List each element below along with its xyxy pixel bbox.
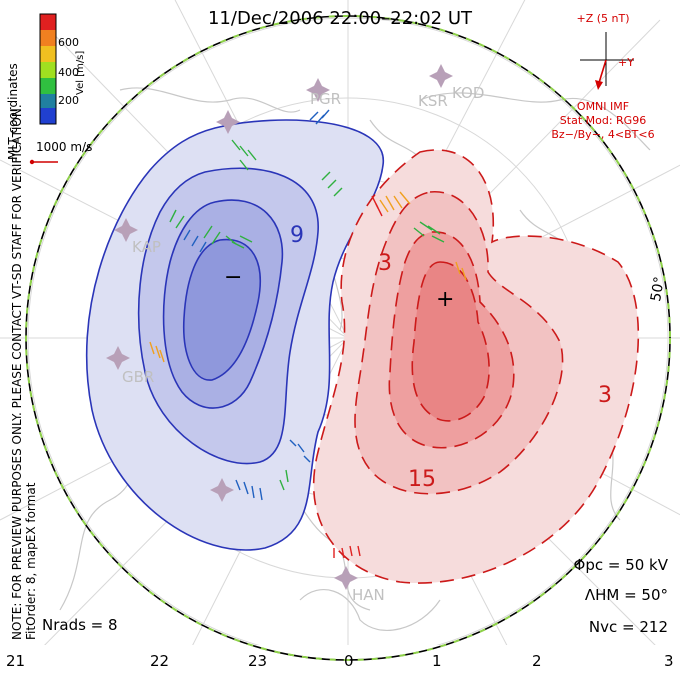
colorbar-band-2 bbox=[40, 30, 56, 46]
colorbar-band-6 bbox=[40, 94, 56, 108]
hm-boundary-dashes bbox=[25, 15, 671, 661]
positive-contour-label-3: 3 bbox=[598, 383, 612, 408]
radar-sites bbox=[106, 64, 453, 590]
stat-n-vc: Nvc = 212 bbox=[588, 618, 668, 636]
mlt-tick-23: 23 bbox=[248, 652, 268, 670]
colorbar-band-3 bbox=[40, 46, 56, 62]
colorbar-band-7 bbox=[40, 108, 56, 124]
mlt-tick-1: 1 bbox=[432, 652, 442, 670]
map-title: 11/Dec/2006 22:00–22:02 UT bbox=[207, 8, 473, 29]
imf-model: Stat Mod: RG96 bbox=[559, 114, 647, 127]
radar-label-kod: KOD bbox=[452, 84, 484, 102]
imf-y-label: +Y bbox=[618, 56, 634, 69]
stat-lambda-hm: ΛHM = 50° bbox=[584, 586, 668, 604]
colorbar-tick-400: 400 bbox=[58, 66, 79, 79]
stat-n-rads: Nrads = 8 bbox=[42, 616, 118, 634]
vector-scale-bar bbox=[29, 159, 58, 165]
radar-label-han: HAN bbox=[352, 586, 385, 604]
imf-dial bbox=[580, 32, 634, 90]
negative-contour-label: 9 bbox=[290, 223, 304, 248]
colorbar-band-1 bbox=[40, 14, 56, 30]
positive-cell-marker: + bbox=[436, 287, 454, 312]
colorbar-band-5 bbox=[40, 78, 56, 94]
preview-note: NOTE: FOR PREVIEW PURPOSES ONLY. PLEASE … bbox=[10, 104, 24, 640]
imf-source: OMNI IMF bbox=[576, 100, 630, 113]
coordinate-label: MLT coordinates bbox=[6, 63, 20, 160]
fit-info: FitOrder: 8, mapEX format bbox=[24, 482, 38, 640]
positive-contour-label-2: 15 bbox=[408, 467, 436, 492]
mlt-tick-3: 3 bbox=[664, 652, 674, 670]
radar-label-gbr: GBR bbox=[122, 368, 154, 386]
stat-phi-pc: Φpc = 50 kV bbox=[573, 556, 668, 574]
mlt-tick-0: 0 bbox=[344, 652, 354, 670]
negative-convection-cell bbox=[85, 119, 384, 551]
vector-scale-label: 1000 m/s bbox=[36, 140, 93, 154]
velocity-vectors bbox=[149, 109, 467, 559]
mlt-tick-21: 21 bbox=[6, 652, 26, 670]
colorbar-tick-200: 200 bbox=[58, 94, 79, 107]
negative-cell-marker: − bbox=[224, 265, 242, 290]
mlt-tick-22: 22 bbox=[150, 652, 170, 670]
colorbar-tick-600: 600 bbox=[58, 36, 79, 49]
colorbar-band-4 bbox=[40, 62, 56, 78]
positive-convection-cell bbox=[313, 149, 640, 584]
radar-label-kap: KAP bbox=[132, 238, 161, 256]
imf-condition: Bz−/By−, 4<BT<6 bbox=[551, 128, 655, 141]
velocity-colorbar bbox=[39, 13, 57, 125]
imf-z-label: +Z (5 nT) bbox=[576, 12, 630, 25]
mlt-tick-2: 2 bbox=[532, 652, 542, 670]
positive-contour-label-1: 3 bbox=[378, 251, 392, 276]
radar-label-ksr: KSR bbox=[418, 92, 448, 110]
radar-label-pgr: PGR bbox=[310, 90, 341, 108]
